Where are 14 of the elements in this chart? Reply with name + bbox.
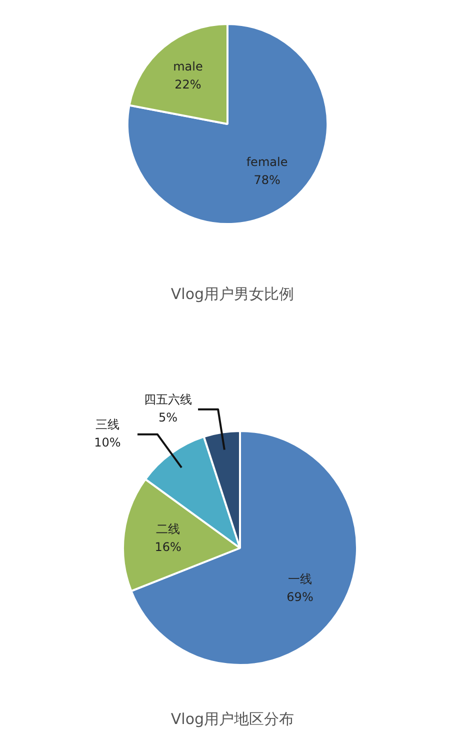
data-label: 10% (94, 436, 121, 450)
slice-label: female (246, 154, 288, 169)
data-label: 22% (174, 77, 202, 92)
slice-label: 三线 (95, 418, 120, 432)
slice-label: 二线 (156, 522, 180, 536)
text: Vlog用户地区分布 (170, 710, 296, 729)
slice-label: male (173, 59, 203, 74)
data-label: 5% (158, 410, 178, 424)
data-label: 69% (286, 590, 314, 604)
slice-label: 一线 (288, 572, 312, 586)
data-label: 78% (254, 172, 280, 187)
slice-label: 四五六线 (144, 392, 192, 406)
text: Vlog用户男女比例 (170, 285, 296, 304)
data-label: 16% (154, 540, 182, 554)
